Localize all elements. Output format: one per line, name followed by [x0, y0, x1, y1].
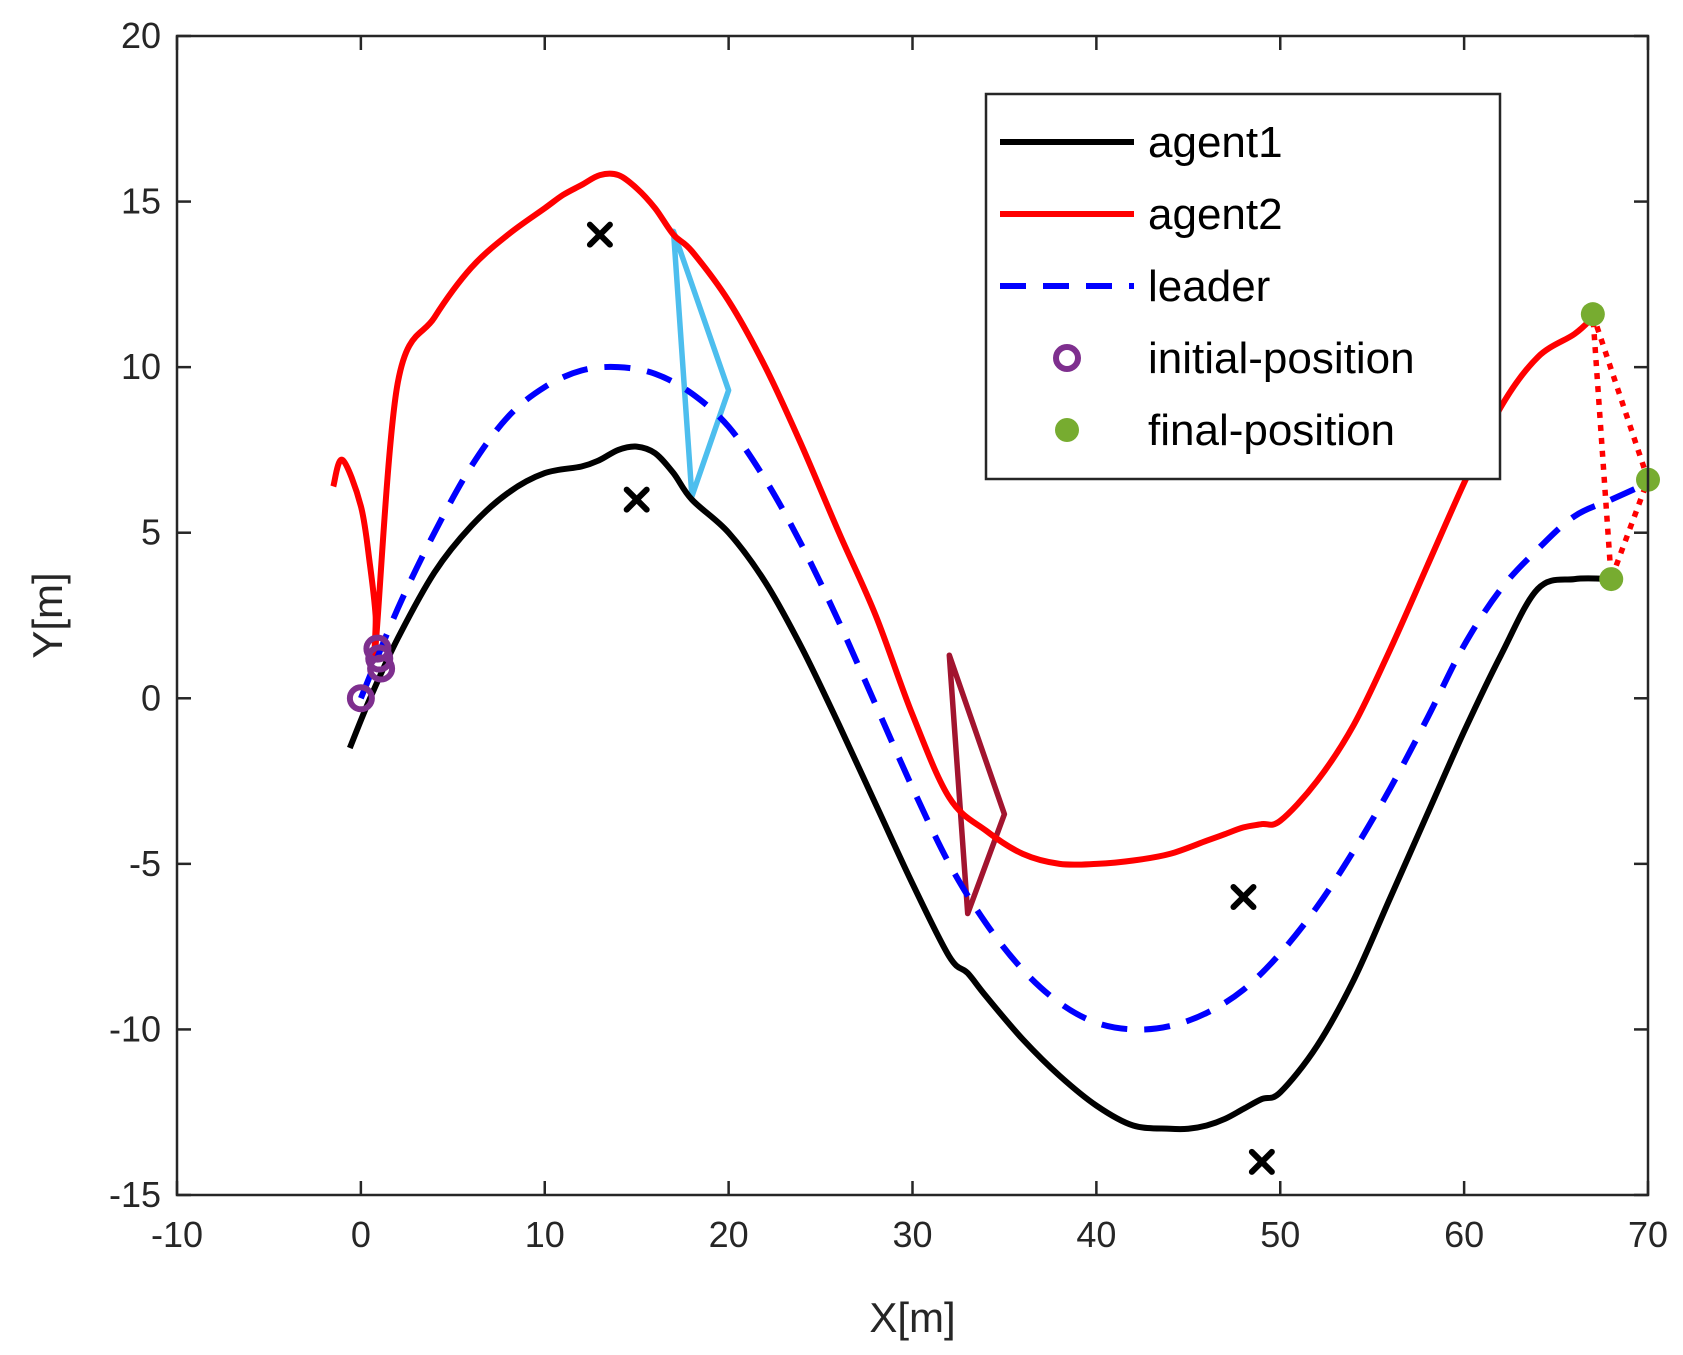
formation-triangle-early [670, 228, 732, 500]
y-axis-title: Y[m] [24, 572, 71, 658]
y-tick-label: 20 [121, 15, 161, 56]
y-tick-label: -10 [109, 1008, 161, 1049]
x-axis-title: X[m] [869, 1294, 955, 1341]
legend: agent1 agent2 leader initial-position final-… [984, 92, 1502, 481]
legend-label-agent2: agent2 [1148, 190, 1283, 239]
obstacle-marker [1248, 1148, 1275, 1175]
legend-marker-filled [1055, 418, 1079, 442]
x-tick-label: 10 [525, 1214, 565, 1255]
plot-area [330, 170, 1660, 1175]
legend-box [984, 92, 1502, 481]
obstacle-marker [586, 221, 613, 248]
series-leader [358, 363, 1650, 1033]
x-tick-label: 30 [892, 1214, 932, 1255]
x-tick-label: 20 [709, 1214, 749, 1255]
legend-label-final-position: final-position [1148, 406, 1395, 455]
obstacle-stroke [1230, 883, 1257, 910]
legend-sample-final-position [1055, 418, 1079, 442]
legend-label-leader: leader [1148, 262, 1270, 311]
obstacle-stroke [1248, 1148, 1275, 1175]
y-tick-label: 5 [141, 512, 161, 553]
legend-marker-hollow [1053, 344, 1081, 372]
x-tick-label: 70 [1628, 1214, 1668, 1255]
legend-label-agent1: agent1 [1148, 118, 1283, 167]
obstacle-marker [1230, 883, 1257, 910]
x-tick-label: 50 [1260, 1214, 1300, 1255]
initial-position-marker [365, 644, 394, 673]
final-position-marker [1599, 567, 1624, 592]
x-tick-label: 40 [1076, 1214, 1116, 1255]
x-tick-label: -10 [151, 1214, 203, 1255]
y-tick-label: -5 [129, 843, 161, 884]
x-tick-label: 0 [351, 1214, 371, 1255]
y-tick-label: 10 [121, 346, 161, 387]
y-tick-label: 15 [121, 181, 161, 222]
x-tick-label: 60 [1444, 1214, 1484, 1255]
obstacle-marker [623, 486, 650, 513]
legend-sample-initial-position [1053, 344, 1081, 372]
y-tick-label: 0 [141, 677, 161, 718]
final-position-marker [1580, 302, 1605, 327]
y-tick-label: -15 [109, 1174, 161, 1215]
legend-label-initial-position: initial-position [1148, 334, 1415, 383]
formation-triangle-mid [946, 652, 1008, 917]
series-agent1 [347, 443, 1612, 1133]
obstacle-stroke [586, 221, 613, 248]
initial-position-marker [346, 684, 375, 713]
obstacle-stroke [623, 486, 650, 513]
series-agent2 [330, 170, 1595, 868]
